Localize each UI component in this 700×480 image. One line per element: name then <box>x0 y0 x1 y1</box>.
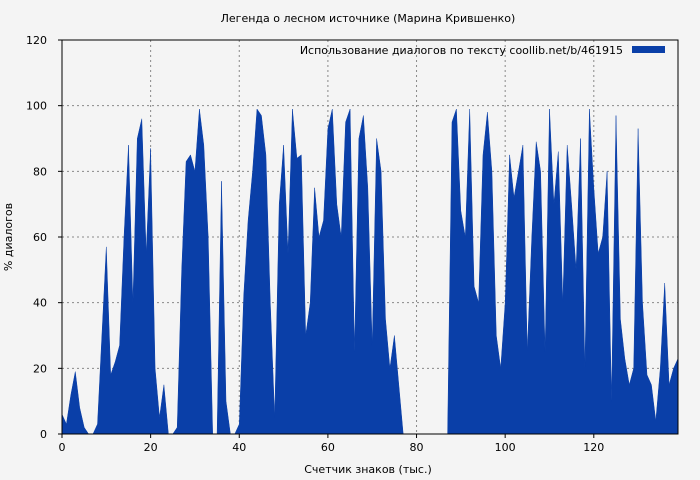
x-ticks: 0 20 40 60 80 100 120 <box>59 434 604 454</box>
y-axis-label: % диалогов <box>2 203 15 271</box>
y-tick-label: 80 <box>33 165 47 178</box>
x-tick-label: 100 <box>495 441 516 454</box>
legend: Использование диалогов по тексту coollib… <box>300 44 665 57</box>
y-ticks: 0 20 40 60 80 100 120 <box>26 34 62 441</box>
area-layer <box>61 108 679 435</box>
x-tick-label: 40 <box>232 441 246 454</box>
legend-swatch <box>632 46 665 53</box>
x-tick-label: 20 <box>144 441 158 454</box>
chart-title: Легенда о лесном источнике (Марина Кривш… <box>221 12 516 25</box>
y-tick-label: 0 <box>40 428 47 441</box>
grid <box>62 40 678 434</box>
legend-label: Использование диалогов по тексту coollib… <box>300 44 623 57</box>
y-tick-label: 120 <box>26 34 47 47</box>
y-tick-label: 60 <box>33 231 47 244</box>
x-tick-label: 120 <box>583 441 604 454</box>
y-tick-label: 40 <box>33 297 47 310</box>
y-tick-label: 20 <box>33 362 47 375</box>
x-tick-label: 0 <box>59 441 66 454</box>
x-tick-label: 80 <box>410 441 424 454</box>
x-tick-label: 60 <box>321 441 335 454</box>
series-area-0 <box>61 108 679 435</box>
y-tick-label: 100 <box>26 100 47 113</box>
x-axis-label: Счетчик знаков (тыс.) <box>304 463 432 476</box>
